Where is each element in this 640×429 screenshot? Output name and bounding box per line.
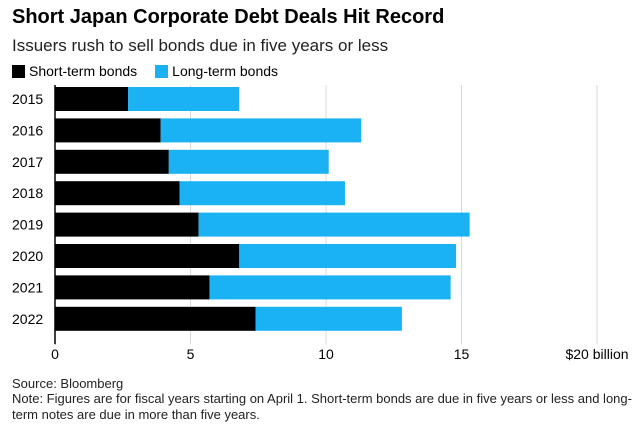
x-tick-label-0: 0 xyxy=(51,346,59,362)
category-label-2020: 2020 xyxy=(12,248,43,264)
legend-label-long: Long-term bonds xyxy=(172,63,279,79)
source-text: Source: Bloomberg xyxy=(12,376,124,391)
bar-short-2015 xyxy=(55,87,129,111)
x-tick-label-20: $20 billion xyxy=(565,346,628,362)
bar-short-2022 xyxy=(55,306,256,331)
bar-chart: 2015 2016 2017 2018 2019 2020 2021 2022 0 5 10 15 $2… xyxy=(12,85,629,362)
bar-long-2018 xyxy=(179,181,345,206)
legend-swatch-long xyxy=(155,64,169,78)
bar-long-2015 xyxy=(128,87,240,111)
category-label-2022: 2022 xyxy=(12,311,43,327)
bar-long-2017 xyxy=(168,149,329,174)
x-tick-label-15: 15 xyxy=(454,346,470,362)
note-text: Note: Figures are for fiscal years start… xyxy=(12,391,632,422)
legend-item-long: Long-term bonds xyxy=(155,63,278,79)
bar-long-2022 xyxy=(255,306,402,331)
category-label-2016: 2016 xyxy=(12,122,43,138)
bar-long-2019 xyxy=(198,212,470,237)
chart-title: Short Japan Corporate Debt Deals Hit Rec… xyxy=(12,6,445,28)
category-label-2015: 2015 xyxy=(12,91,43,107)
legend-label-short: Short-term bonds xyxy=(29,63,138,79)
category-label-2019: 2019 xyxy=(12,217,43,233)
bar-long-2016 xyxy=(160,118,362,143)
x-tick-label-10: 10 xyxy=(318,346,334,362)
bar-short-2020 xyxy=(55,244,240,268)
category-label-2017: 2017 xyxy=(12,154,43,170)
bar-long-2020 xyxy=(239,244,457,268)
chart-subtitle: Issuers rush to sell bonds due in five y… xyxy=(12,36,389,55)
category-label-2018: 2018 xyxy=(12,185,43,201)
legend-swatch-short xyxy=(12,64,25,78)
legend: Short-term bonds Long-term bonds xyxy=(12,63,292,79)
bar-short-2016 xyxy=(55,118,161,143)
bar-short-2017 xyxy=(55,149,169,174)
category-label-2021: 2021 xyxy=(12,279,43,295)
bar-short-2019 xyxy=(55,212,199,237)
x-tick-label-5: 5 xyxy=(187,346,195,362)
bar-long-2021 xyxy=(209,275,451,300)
bar-short-2021 xyxy=(55,275,210,300)
legend-item-short: Short-term bonds xyxy=(12,63,137,79)
bar-short-2018 xyxy=(55,181,180,206)
